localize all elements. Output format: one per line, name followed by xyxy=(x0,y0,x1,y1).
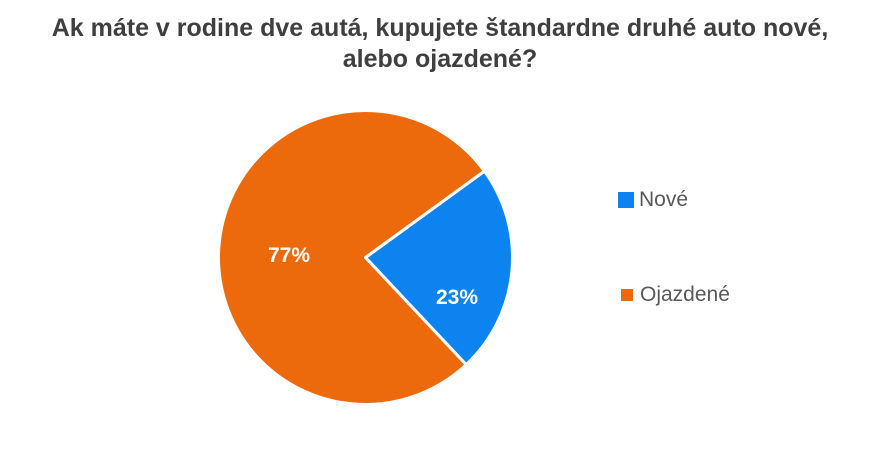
pie-slice-percent-label-nove: 23% xyxy=(435,286,479,309)
chart-title: Ak máte v rodine dve autá, kupujete štan… xyxy=(51,14,829,73)
legend-marker-nove-icon xyxy=(618,192,634,208)
legend-item-nove: Nové xyxy=(618,188,688,212)
legend-label-ojazdene: Ojazdené xyxy=(640,283,730,306)
pie-slice-percent-label-ojazdene: 77% xyxy=(267,244,311,267)
legend-marker-ojazdene-icon xyxy=(621,289,633,301)
legend-item-ojazdene: Ojazdené xyxy=(621,283,730,307)
pie-slice-ojazdené xyxy=(217,109,486,406)
legend-label-nove: Nové xyxy=(639,188,689,211)
pie-slice-nové xyxy=(364,169,514,367)
